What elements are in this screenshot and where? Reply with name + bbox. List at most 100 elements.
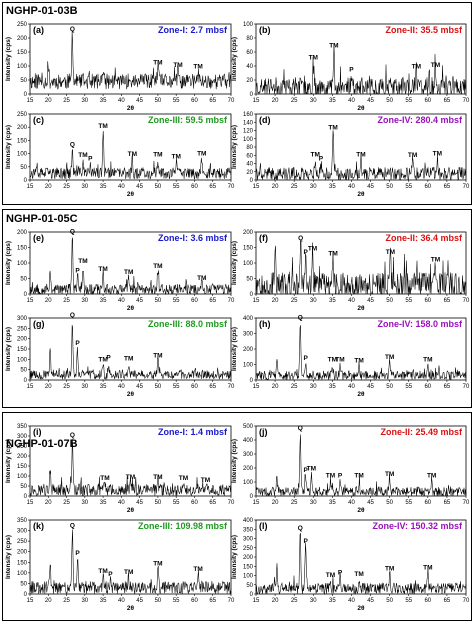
x-tick-label: 25	[63, 598, 70, 604]
x-tick-label: 60	[424, 598, 431, 604]
y-tick-label: 200	[243, 347, 254, 353]
y-tick-label: 200	[17, 230, 28, 236]
x-tick-label: 15	[27, 500, 34, 506]
y-tick-label: 0	[24, 494, 28, 500]
x-axis-title: 2θ	[357, 105, 365, 112]
zone-label: Zone-III: 109.98 mbsf	[138, 521, 228, 531]
x-tick-label: 45	[367, 298, 374, 304]
y-tick-label: 250	[243, 546, 254, 552]
y-tick-label: 150	[17, 138, 28, 144]
peak-label: TM	[326, 572, 335, 579]
x-tick-label: 20	[45, 598, 52, 604]
peak-label: P	[319, 156, 324, 163]
section-frame	[2, 412, 472, 621]
x-tick-label: 30	[310, 384, 317, 390]
peak-label: TM	[354, 571, 363, 578]
x-tick-label: 35	[329, 384, 336, 390]
panel-letter: (i)	[33, 427, 42, 437]
x-tick-label: 45	[367, 184, 374, 190]
x-tick-label: 25	[63, 298, 70, 304]
x-tick-label: 20	[45, 384, 52, 390]
peak-label: TM	[179, 475, 188, 482]
x-tick-label: 20	[272, 98, 279, 104]
plot-frame	[29, 519, 232, 595]
peak-label: TM	[100, 475, 109, 482]
y-tick-label: 20	[246, 170, 253, 176]
x-tick-label: 30	[310, 598, 317, 604]
x-tick-label: 35	[100, 184, 107, 190]
x-tick-label: 55	[405, 598, 412, 604]
x-tick-label: 30	[81, 384, 88, 390]
x-tick-label: 55	[173, 598, 180, 604]
x-tick-label: 45	[136, 98, 143, 104]
y-axis-title: Intensity (cps)	[5, 535, 12, 579]
y-tick-label: 40	[246, 64, 253, 70]
peak-label: TM	[98, 568, 107, 575]
x-axis-title: 2θ	[127, 391, 135, 398]
y-tick-label: 50	[246, 277, 253, 283]
site-section-2: NGHP-01-05C	[2, 209, 472, 408]
x-tick-label: 40	[348, 98, 355, 104]
peak-label: P	[75, 550, 80, 557]
peak-label: TM	[423, 565, 432, 572]
y-tick-label: 300	[17, 434, 28, 440]
x-tick-label: 30	[310, 500, 317, 506]
y-tick-label: 100	[17, 357, 28, 363]
peak-label: Q	[298, 235, 303, 242]
y-tick-label: 80	[246, 36, 253, 42]
x-tick-label: 20	[272, 500, 279, 506]
x-tick-label: 70	[228, 184, 235, 190]
peak-label: TM	[124, 269, 133, 276]
y-axis-title: Intensity (cps)	[5, 241, 12, 285]
y-tick-label: 0	[250, 378, 254, 384]
y-axis-title: Intensity (cps)	[231, 37, 238, 81]
y-tick-label: 400	[243, 316, 254, 322]
panel-letter: (e)	[33, 233, 44, 243]
x-tick-label: 25	[63, 184, 70, 190]
x-tick-label: 15	[27, 298, 34, 304]
peak-label: TM	[385, 566, 394, 573]
x-tick-label: 20	[272, 184, 279, 190]
xrd-panel-a: 15 20 25 30 35 40 45 50 55 60 65 70 0 50 100 150 200 250 2…	[5, 22, 235, 112]
peak-label: TM	[431, 62, 440, 69]
y-tick-label: 350	[243, 527, 254, 533]
peak-label: TM	[354, 357, 363, 364]
x-tick-label: 30	[310, 98, 317, 104]
peak-label: TM	[385, 354, 394, 361]
y-tick-label: 300	[243, 332, 254, 338]
xrd-panel-g: 15 20 25 30 35 40 45 50 55 60 65 70 0 50 100 150 200 250 3…	[5, 312, 235, 398]
peak-label: TM	[193, 566, 202, 573]
y-tick-label: 0	[250, 592, 254, 598]
peak-label: TM	[356, 151, 365, 158]
y-tick-label: 50	[20, 165, 27, 171]
y-tick-label: 350	[17, 424, 28, 430]
plot-frame	[255, 425, 467, 497]
y-tick-label: 200	[243, 230, 254, 236]
y-tick-label: 50	[20, 484, 27, 490]
x-tick-label: 25	[291, 184, 298, 190]
x-tick-label: 55	[173, 298, 180, 304]
xrd-trace	[255, 325, 467, 381]
y-tick-label: 140	[243, 120, 254, 126]
x-tick-label: 25	[291, 598, 298, 604]
peak-label: TM	[326, 473, 335, 480]
x-axis-title: 2θ	[127, 507, 135, 514]
x-tick-label: 40	[118, 98, 125, 104]
peak-label: TM	[427, 473, 436, 480]
x-tick-label: 45	[136, 184, 143, 190]
x-tick-label: 65	[209, 598, 216, 604]
x-tick-label: 40	[118, 184, 125, 190]
peak-label: P	[75, 340, 80, 347]
x-tick-label: 30	[81, 598, 88, 604]
y-tick-label: 0	[24, 292, 28, 298]
peak-label: TM	[78, 152, 87, 159]
x-tick-label: 25	[291, 384, 298, 390]
x-tick-label: 35	[329, 500, 336, 506]
y-tick-label: 150	[17, 560, 28, 566]
xrd-trace	[255, 434, 467, 497]
x-tick-label: 35	[100, 598, 107, 604]
x-tick-label: 70	[228, 298, 235, 304]
xrd-panel-b: 15 20 25 30 35 40 45 50 55 60 65 70 0 20 40 60 80 100 2θ In…	[231, 22, 470, 112]
y-tick-label: 100	[243, 363, 254, 369]
y-tick-label: 100	[243, 22, 254, 28]
